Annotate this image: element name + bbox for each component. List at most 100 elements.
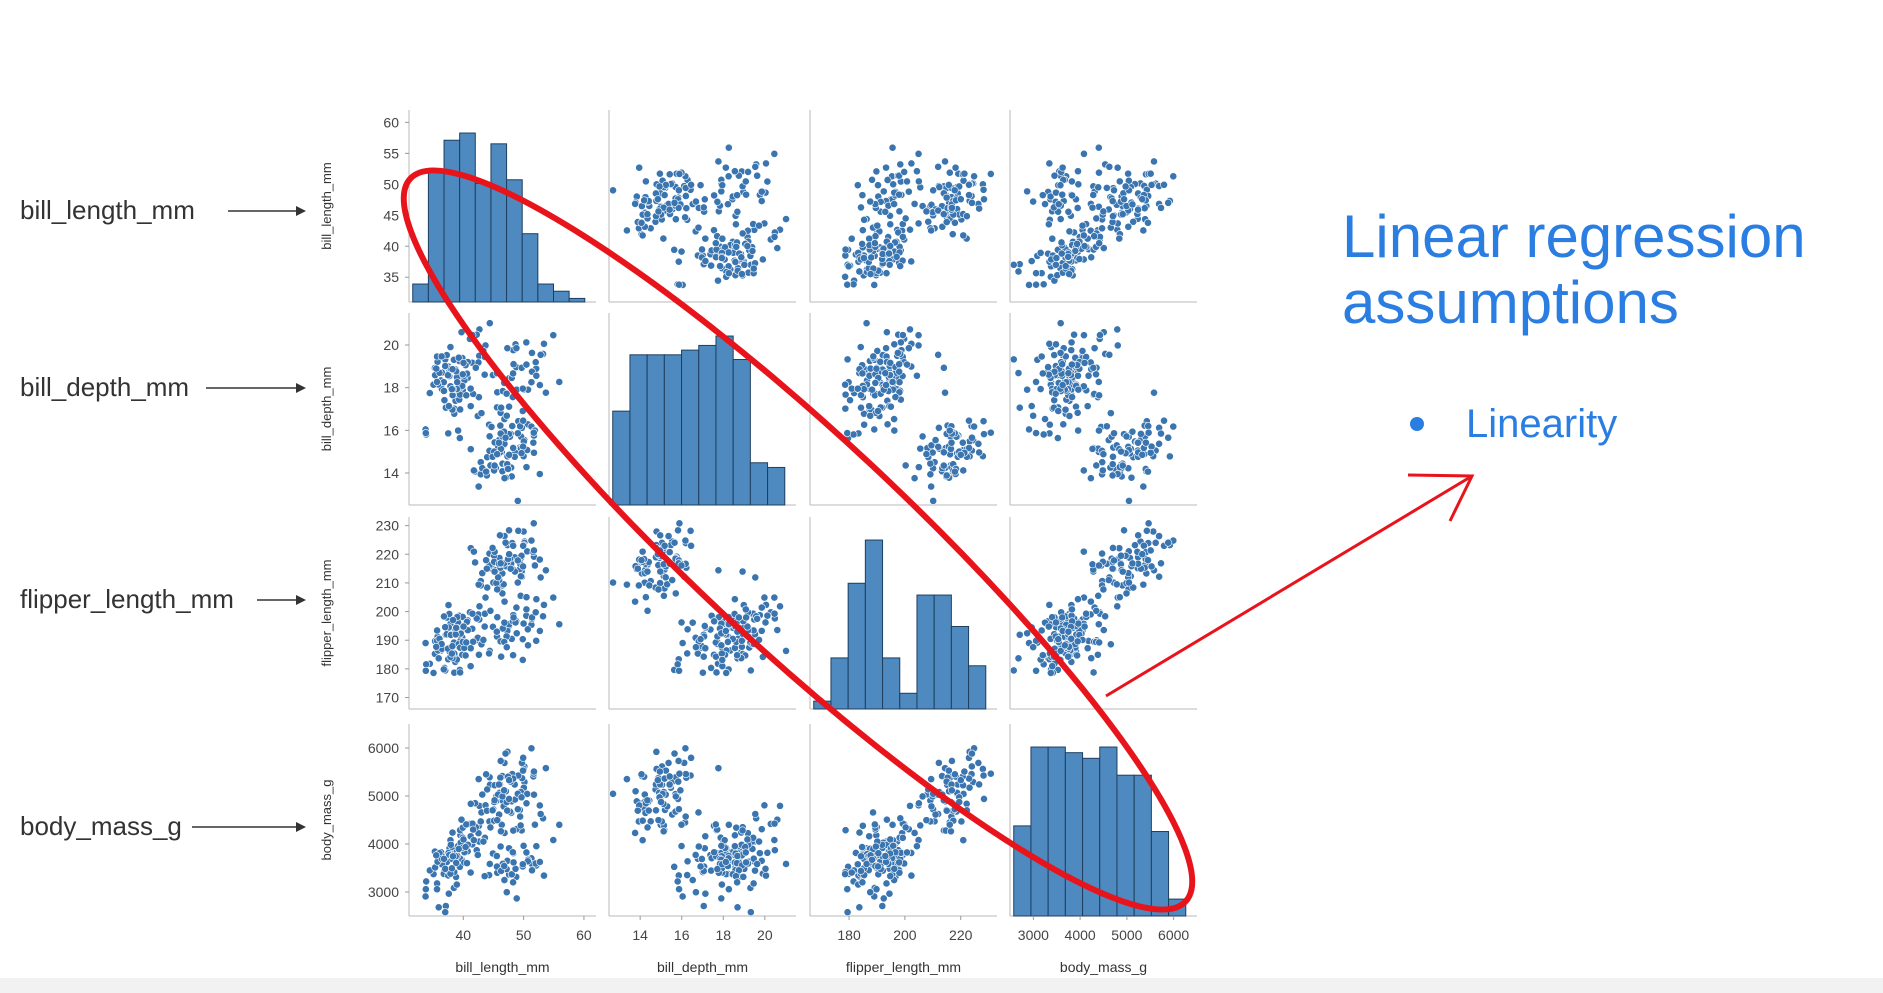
scatter-point — [898, 232, 907, 241]
scatter-point — [687, 753, 695, 762]
hist-bar — [1133, 774, 1152, 917]
scatter-point — [509, 444, 518, 452]
scatter-point — [740, 260, 749, 269]
scatter-point — [623, 775, 631, 784]
scatter-point — [1108, 564, 1117, 573]
scatter-point — [942, 806, 951, 815]
scatter-point — [733, 852, 742, 860]
scatter-point — [945, 820, 954, 829]
scatter-point — [496, 531, 504, 540]
scatter-point — [1041, 415, 1049, 423]
scatter-point — [535, 801, 544, 810]
scatter-point — [688, 618, 697, 627]
scatter-point — [486, 823, 495, 832]
scatter-point — [741, 848, 750, 857]
scatter-point — [724, 200, 732, 209]
scatter-point — [531, 358, 540, 367]
scatter-point — [724, 885, 733, 894]
hist-bar — [864, 539, 884, 710]
scatter-point — [738, 567, 747, 576]
scatter-point — [731, 258, 740, 266]
scatter-point — [475, 393, 483, 402]
scatter-point — [1139, 482, 1148, 491]
scatter-point — [773, 626, 782, 634]
scatter-point — [1144, 218, 1152, 227]
scatter-point — [941, 388, 949, 397]
scatter-point — [501, 433, 510, 442]
scatter-point — [947, 786, 956, 795]
scatter-point — [712, 668, 721, 677]
scatter-point — [895, 207, 904, 216]
scatter-point — [653, 776, 662, 785]
x-tick-label: 3000 — [1018, 927, 1049, 943]
bullet-list: Linearity — [1410, 400, 1617, 448]
scatter-point — [631, 597, 639, 606]
scatter-point — [477, 409, 486, 418]
scatter-point — [1127, 473, 1136, 482]
scatter-point — [1128, 427, 1137, 436]
scatter-point — [674, 757, 683, 765]
scatter-point — [507, 870, 516, 879]
scatter-point — [939, 363, 948, 372]
scatter-point — [986, 170, 995, 178]
hist-bar — [537, 283, 554, 303]
scatter-point — [904, 187, 913, 196]
annotation-arrow-line — [1105, 474, 1473, 698]
scatter-point — [700, 622, 709, 630]
scatter-point — [655, 169, 664, 178]
scatter-point — [664, 759, 673, 767]
scatter-point — [890, 426, 899, 435]
scatter-point — [947, 438, 956, 447]
scatter-point — [692, 888, 700, 897]
hist-bar — [681, 349, 700, 506]
scatter-point — [497, 827, 505, 836]
scatter-point — [891, 393, 900, 401]
scatter-point — [652, 806, 660, 815]
scatter-point — [555, 620, 564, 629]
scatter-point — [751, 573, 760, 582]
scatter-point — [1074, 371, 1082, 380]
scatter-point — [448, 365, 457, 374]
scatter-point — [872, 364, 881, 373]
scatter-point — [483, 785, 492, 794]
scatter-point — [1157, 203, 1165, 212]
scatter-point — [1089, 191, 1098, 199]
scatter-point — [862, 319, 871, 328]
scatter-point — [948, 230, 957, 239]
scatter-point — [655, 182, 664, 191]
scatter-point — [878, 902, 887, 910]
scatter-point — [749, 879, 758, 888]
scatter-point — [718, 181, 727, 190]
scatter-point — [941, 157, 949, 166]
scatter-point — [1090, 232, 1099, 241]
scatter-point — [674, 777, 683, 786]
scatter-point — [1041, 200, 1049, 208]
scatter-point — [500, 862, 509, 870]
scatter-point — [643, 606, 652, 615]
scatter-point — [1056, 348, 1065, 357]
scatter-point — [530, 546, 538, 555]
scatter-point — [1068, 177, 1076, 186]
scatter-point — [942, 193, 951, 202]
scatter-point — [1079, 466, 1088, 475]
scatter-point — [868, 175, 876, 184]
scatter-point — [692, 197, 700, 206]
scatter-point — [1038, 369, 1047, 378]
scatter-point — [1014, 267, 1023, 276]
scatter-point — [456, 405, 465, 414]
scatter-point — [757, 187, 766, 196]
scatter-point — [513, 429, 522, 438]
scatter-point — [914, 149, 923, 158]
scatter-point — [1142, 438, 1150, 447]
scatter-point — [1078, 221, 1087, 230]
scatter-point — [722, 669, 731, 677]
scatter-point — [959, 466, 968, 475]
scatter-point — [913, 842, 921, 851]
scatter-point — [1065, 412, 1074, 420]
scatter-point — [1165, 452, 1174, 461]
arrow-head-icon — [296, 595, 306, 605]
hist-bar — [490, 143, 508, 303]
scatter-point — [895, 190, 904, 199]
row-label-body_mass_g: body_mass_g — [20, 811, 182, 841]
scatter-point — [674, 805, 683, 814]
